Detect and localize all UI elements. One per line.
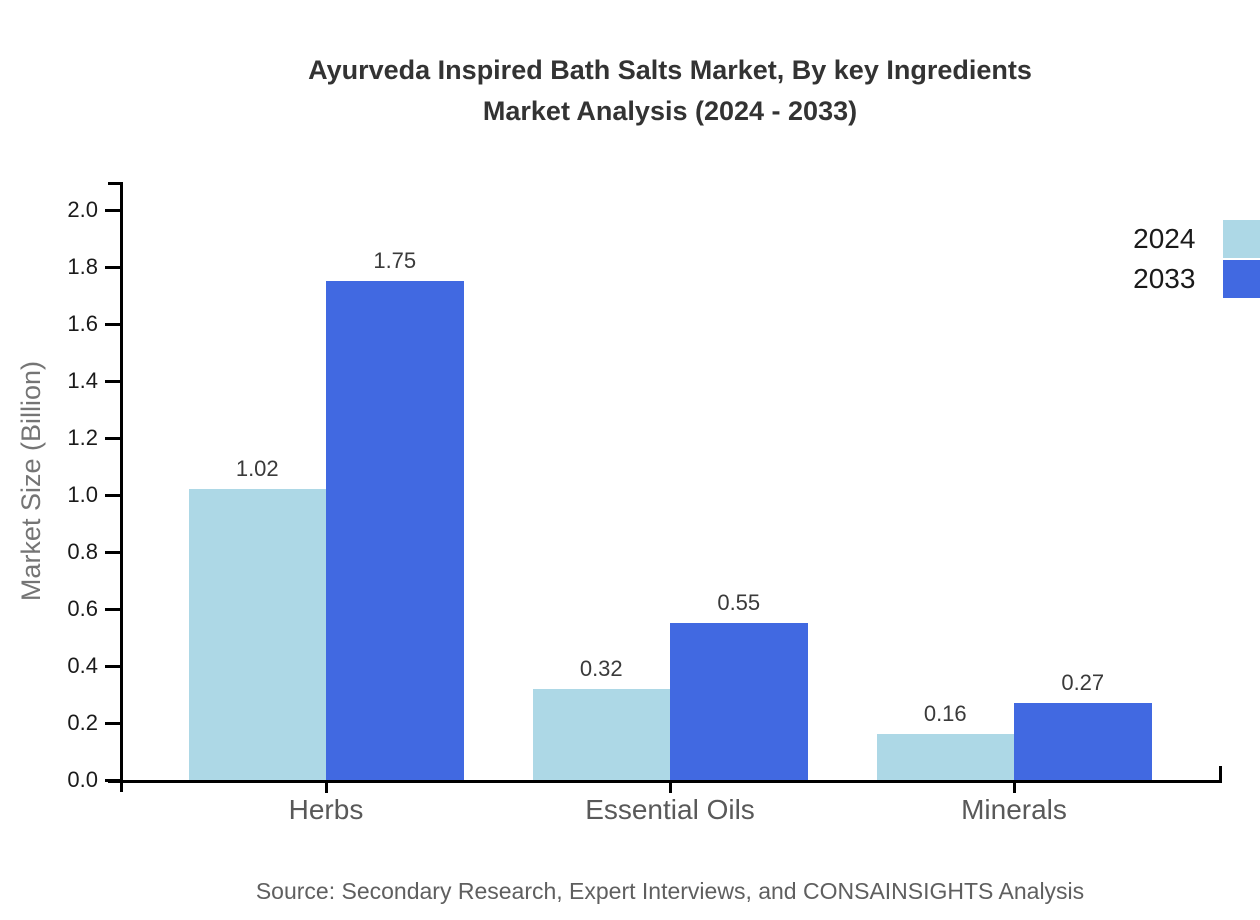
- y-tick-2.0: [105, 208, 120, 212]
- bar-2033-minerals: [1014, 703, 1152, 780]
- legend-label-2033: 2033: [1133, 263, 1196, 294]
- category-label-herbs: Herbs: [288, 794, 364, 825]
- bar-2033-herbs: [326, 281, 464, 780]
- bar-2024-minerals: [876, 734, 1014, 780]
- y-axis-end-cap: [108, 182, 120, 185]
- bar-2024-essential-oils: [532, 689, 670, 780]
- y-tick-0.4: [105, 664, 120, 668]
- bar-value-2033-essential-oils: 0.55: [717, 590, 761, 615]
- chart-title-line2: Market Analysis (2024 - 2033): [482, 96, 858, 126]
- y-tick-label-0.2: 0.2: [67, 710, 98, 735]
- plot-area: 0.0 0.2 0.4 0.6 0.8 1.0 1.2 1.4 1.6 1.8 2.0 Herbs Es…: [67, 182, 1222, 825]
- legend-item-2033: 2033: [1080, 259, 1260, 299]
- x-axis-spine: [108, 780, 1222, 783]
- bar-value-2024-herbs: 1.02: [235, 456, 279, 481]
- y-tick-0.8: [105, 550, 120, 554]
- y-tick-label-0.4: 0.4: [67, 653, 98, 678]
- y-tick-0.0: [105, 778, 120, 782]
- source-note: Source: Secondary Research, Expert Inter…: [255, 878, 1085, 904]
- y-tick-label-1.6: 1.6: [67, 311, 98, 336]
- legend-label-2024: 2024: [1133, 223, 1196, 254]
- y-tick-0.6: [105, 607, 120, 611]
- y-tick-1.4: [105, 379, 120, 383]
- y-tick-label-1.0: 1.0: [67, 482, 98, 507]
- y-tick-1.0: [105, 493, 120, 497]
- chart-title: Ayurveda Inspired Bath Salts Market, By …: [80, 50, 1260, 132]
- x-axis-end-cap: [1219, 766, 1222, 780]
- y-tick-label-1.4: 1.4: [67, 368, 98, 393]
- category-label-minerals: Minerals: [961, 794, 1067, 825]
- x-tick-herbs: [324, 780, 328, 793]
- legend-item-2024: 2024: [1080, 219, 1260, 259]
- y-tick-label-1.2: 1.2: [67, 425, 98, 450]
- y-tick-1.6: [105, 322, 120, 326]
- y-tick-label-1.8: 1.8: [67, 254, 98, 279]
- y-tick-0.2: [105, 721, 120, 725]
- bar-value-2033-herbs: 1.75: [373, 248, 417, 273]
- bar-value-2033-minerals: 0.27: [1061, 670, 1105, 695]
- category-label-essential-oils: Essential Oils: [585, 794, 755, 825]
- legend: 2024 2033: [1080, 219, 1260, 299]
- chart-title-line1: Ayurveda Inspired Bath Salts Market, By …: [308, 55, 1032, 85]
- y-tick-label-0.8: 0.8: [67, 539, 98, 564]
- x-tick-essential-oils: [668, 780, 672, 793]
- y-axis-spine: [120, 182, 123, 792]
- y-tick-label-0.6: 0.6: [67, 596, 98, 621]
- bar-2033-essential-oils: [670, 623, 808, 780]
- y-tick-1.8: [105, 265, 120, 269]
- bar-2024-herbs: [188, 489, 326, 780]
- legend-swatch-2033: [1223, 260, 1260, 298]
- y-tick-1.2: [105, 436, 120, 440]
- bar-value-2024-minerals: 0.16: [923, 701, 967, 726]
- bar-value-2024-essential-oils: 0.32: [579, 656, 623, 681]
- y-tick-label-2.0: 2.0: [67, 197, 98, 222]
- y-tick-label-0.0: 0.0: [67, 767, 98, 792]
- legend-swatch-2024: [1223, 220, 1260, 258]
- x-tick-minerals: [1012, 780, 1016, 793]
